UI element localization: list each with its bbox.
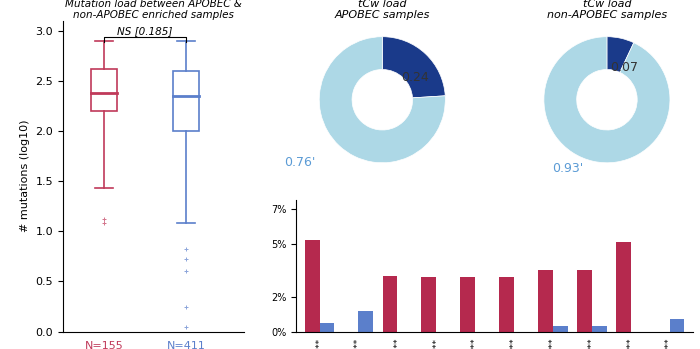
Text: 0.24: 0.24 xyxy=(401,71,429,84)
Text: 0.76': 0.76' xyxy=(285,156,316,169)
Bar xyxy=(421,277,436,332)
Bar xyxy=(91,69,117,111)
Bar xyxy=(461,277,475,332)
Text: 0.93': 0.93' xyxy=(552,162,583,175)
Bar xyxy=(616,242,631,332)
Bar xyxy=(670,319,685,332)
Bar xyxy=(320,323,335,332)
Bar xyxy=(577,270,592,332)
Bar xyxy=(173,71,200,131)
Title: Mutation load between APOBEC &
non-APOBEC enriched samples: Mutation load between APOBEC & non-APOBE… xyxy=(65,0,242,20)
Wedge shape xyxy=(319,37,445,163)
Title: tCw load
non-APOBEC samples: tCw load non-APOBEC samples xyxy=(547,0,667,20)
Bar xyxy=(304,240,320,332)
Wedge shape xyxy=(607,37,634,72)
Wedge shape xyxy=(382,37,445,98)
Text: NS [0.185]: NS [0.185] xyxy=(118,26,173,36)
Bar xyxy=(553,326,568,332)
Title: tCw load
APOBEC samples: tCw load APOBEC samples xyxy=(335,0,430,20)
Bar xyxy=(538,270,553,332)
Bar xyxy=(358,311,373,332)
Text: 0.07: 0.07 xyxy=(610,61,638,74)
Bar xyxy=(592,326,607,332)
Y-axis label: # mutations (log10): # mutations (log10) xyxy=(20,120,30,232)
Bar xyxy=(383,275,398,332)
Wedge shape xyxy=(544,37,670,163)
Bar xyxy=(499,277,514,332)
